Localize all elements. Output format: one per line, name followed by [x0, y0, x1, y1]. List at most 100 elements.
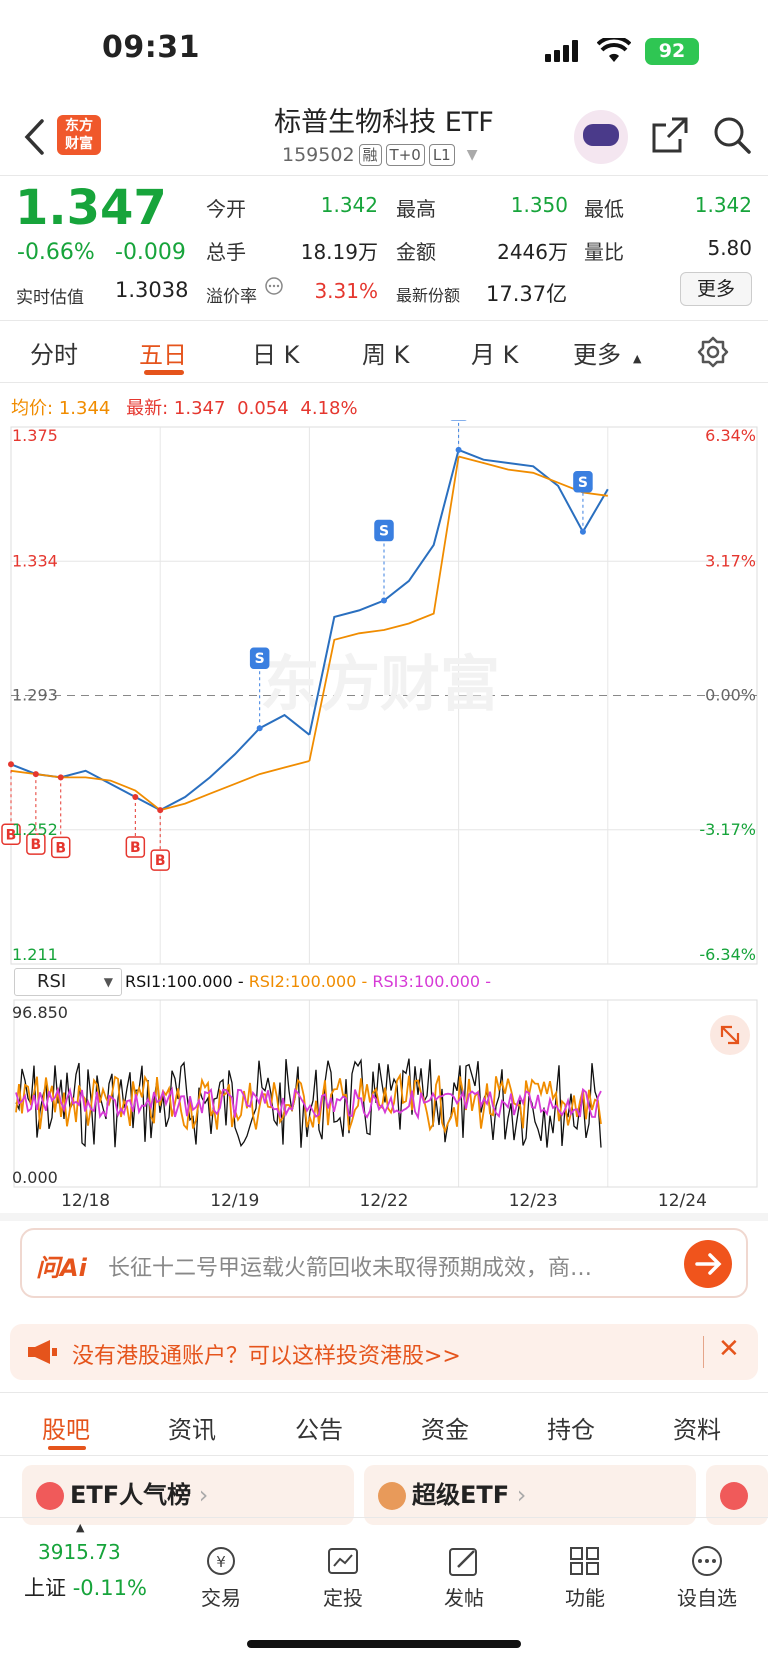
tab-monthly-k[interactable]: 月 K [471, 341, 519, 369]
ai-headline: 长征十二号甲运载火箭回收未取得预期成效，商… [108, 1256, 593, 1281]
tab-profile[interactable]: 资料 [673, 1416, 721, 1444]
nav-post[interactable]: 发帖 [419, 1545, 509, 1611]
pill-etf-popularity[interactable]: ETF人气榜 › [22, 1465, 354, 1525]
rsi-panel-border [13, 999, 758, 1188]
rsi3-label: RSI3:100.000 - [372, 972, 491, 991]
trade-icon: ¥ [207, 1547, 235, 1575]
tab-guba[interactable]: 股吧 [42, 1416, 90, 1444]
tab-more[interactable]: 更多 [573, 341, 621, 369]
more-button[interactable]: 更多 [680, 272, 752, 306]
arrow-right-icon[interactable] [684, 1240, 732, 1288]
close-icon[interactable]: ✕ [718, 1334, 740, 1364]
nav-trade[interactable]: ¥ 交易 [176, 1545, 266, 1611]
buy-letter: B [6, 827, 17, 843]
grid-icon [570, 1547, 599, 1575]
tab-daily-k[interactable]: 日 K [252, 341, 300, 369]
edit-icon [449, 1548, 477, 1576]
megaphone-icon [28, 1340, 57, 1364]
x-tick-label: 12/24 [658, 1191, 707, 1211]
ai-brand: 问Ai [36, 1254, 87, 1282]
price-line-segment [159, 713, 311, 811]
tab-holdings[interactable]: 持仓 [547, 1416, 595, 1444]
back-icon[interactable] [22, 118, 46, 156]
y-tick-left: 1.211 [12, 945, 58, 964]
avg-price-value: 1.344 [58, 398, 111, 419]
index-value[interactable]: 3915.73 [38, 1540, 121, 1564]
nav-watchlist[interactable]: 设自选 [662, 1545, 752, 1611]
low-label: 最低 [584, 197, 624, 221]
ratio-label: 量比 [584, 240, 624, 264]
pill-etf-popularity-label: ETF人气榜 [70, 1481, 192, 1509]
volume-label: 总手 [206, 240, 246, 264]
y-tick-right: -6.34% [699, 945, 756, 964]
settings-icon[interactable] [697, 336, 729, 368]
tab-announcements[interactable]: 公告 [295, 1416, 343, 1444]
assistant-avatar-icon[interactable] [574, 110, 628, 164]
quote-divider [0, 320, 768, 321]
latest-value: 1.347 [173, 398, 226, 419]
chart-bar-icon [36, 1482, 64, 1510]
chevron-down-icon[interactable]: ▼ [466, 147, 478, 163]
change-pct: -0.66% [17, 240, 95, 265]
tag-l1: L1 [428, 144, 455, 166]
tab-intraday[interactable]: 分时 [30, 341, 78, 369]
rsi-line [15, 1086, 602, 1121]
rsi-selector-label: RSI [37, 971, 67, 992]
index-change: -0.11% [72, 1576, 147, 1600]
tabs-divider [0, 382, 768, 383]
pill-super-etf-label: 超级ETF [412, 1481, 510, 1509]
tab-five-day[interactable]: 五日 [139, 341, 187, 369]
notice-text: 没有港股通账户？可以这样投资港股>> [72, 1344, 461, 1369]
notice-divider [703, 1336, 704, 1368]
chart-legend: 均价: 1.344 最新: 1.347 0.054 4.18% [11, 394, 358, 420]
expand-icon[interactable] [710, 1015, 750, 1055]
sell-letter: S [578, 475, 588, 491]
price-chart[interactable]: 东方财富 BBBBBSSSS 1.3756.34%1.3343.17%1.293… [0, 420, 768, 1220]
nav-auto-invest-label: 定投 [323, 1586, 363, 1610]
tab-weekly-k[interactable]: 周 K [362, 341, 410, 369]
signal-icon [545, 40, 578, 62]
latest-label: 最新: [126, 398, 169, 419]
pill-super-etf[interactable]: 超级ETF › [364, 1465, 696, 1525]
index-row[interactable]: 上证 -0.11% [24, 1572, 147, 1602]
y-axis-labels: 1.375 6.34% 1.334 3.17% 1.293 0.00% 1.252 -3.17… [12, 426, 756, 964]
price-line-segment [10, 763, 161, 811]
tab-news[interactable]: 资讯 [168, 1416, 216, 1444]
notice-banner[interactable]: 没有港股通账户？可以这样投资港股>> ✕ [10, 1324, 758, 1380]
trade-point [32, 771, 39, 778]
pill-etf-more[interactable] [706, 1465, 768, 1525]
tabs-top-divider [0, 1392, 768, 1393]
etf-badge-icon [378, 1482, 406, 1510]
tag-margin: 融 [358, 144, 382, 166]
search-icon[interactable] [712, 115, 752, 155]
nav-functions[interactable]: 功能 [540, 1545, 630, 1611]
nav-trade-label: 交易 [201, 1586, 241, 1610]
avg-price-label: 均价: [11, 398, 54, 419]
tab-funds[interactable]: 资金 [421, 1416, 469, 1444]
trade-markers: BBBBBSSSS [1, 420, 593, 871]
trade-point [157, 807, 164, 814]
premium-value: 3.31% [314, 279, 378, 303]
trade-point [381, 597, 387, 604]
nav-auto-invest[interactable]: 定投 [298, 1545, 388, 1611]
rsi2-label: RSI2:100.000 - [248, 972, 368, 991]
svg-text:¥: ¥ [216, 1553, 226, 1571]
y-tick-right: -3.17% [699, 820, 756, 839]
buy-badge [50, 836, 71, 859]
share-icon[interactable] [650, 115, 690, 155]
nav-functions-label: 功能 [565, 1586, 605, 1610]
home-indicator [247, 1640, 521, 1648]
buy-letter: B [155, 853, 166, 869]
x-tick-label: 12/23 [509, 1191, 558, 1211]
ai-question-bar[interactable]: 问Ai 长征十二号甲运载火箭回收未取得预期成效，商… [20, 1228, 748, 1298]
buy-badge [1, 823, 21, 846]
latest-change: 0.054 [237, 398, 289, 419]
more-info-icon[interactable] [264, 276, 284, 296]
x-tick-label: 12/19 [210, 1191, 259, 1211]
trade-point [57, 774, 64, 781]
rsi-legend: RSI1:100.000 - RSI2:100.000 - RSI3:100.0… [125, 972, 491, 991]
open-label: 今开 [206, 197, 246, 221]
rsi-selector[interactable]: RSI ▼ [14, 968, 122, 996]
nav-post-label: 发帖 [444, 1586, 484, 1610]
chart-grid [10, 426, 758, 1188]
